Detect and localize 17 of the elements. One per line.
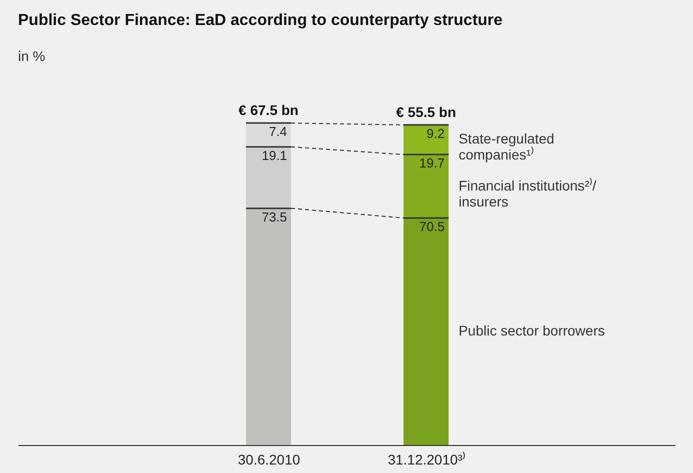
text: € 55.5 bn bbox=[396, 104, 456, 120]
series-label: Public sector borrowers bbox=[458, 322, 605, 338]
data-label: 70.5 bbox=[419, 218, 445, 234]
x-tick-label: 31.12.2010³⁾ bbox=[388, 452, 466, 468]
data-label: 73.5 bbox=[262, 209, 288, 224]
data-label: 9.2 bbox=[426, 126, 445, 141]
bar bbox=[246, 146, 292, 208]
data-label: 19.1 bbox=[262, 148, 288, 163]
text: in % bbox=[18, 48, 46, 64]
series-label: Financial institutions²⁾/ insurers bbox=[458, 177, 596, 210]
series-label: State-regulated companies¹⁾ bbox=[458, 130, 554, 163]
chart-title: Public Sector Finance: EaD according to counterparty structure bbox=[18, 12, 503, 29]
text: € 67.5 bn bbox=[238, 102, 298, 118]
x-tick-label: 30.6.2010 bbox=[238, 452, 300, 468]
bar bbox=[246, 208, 292, 445]
data-label: 19.7 bbox=[419, 156, 445, 171]
data-label: 7.4 bbox=[268, 124, 288, 139]
